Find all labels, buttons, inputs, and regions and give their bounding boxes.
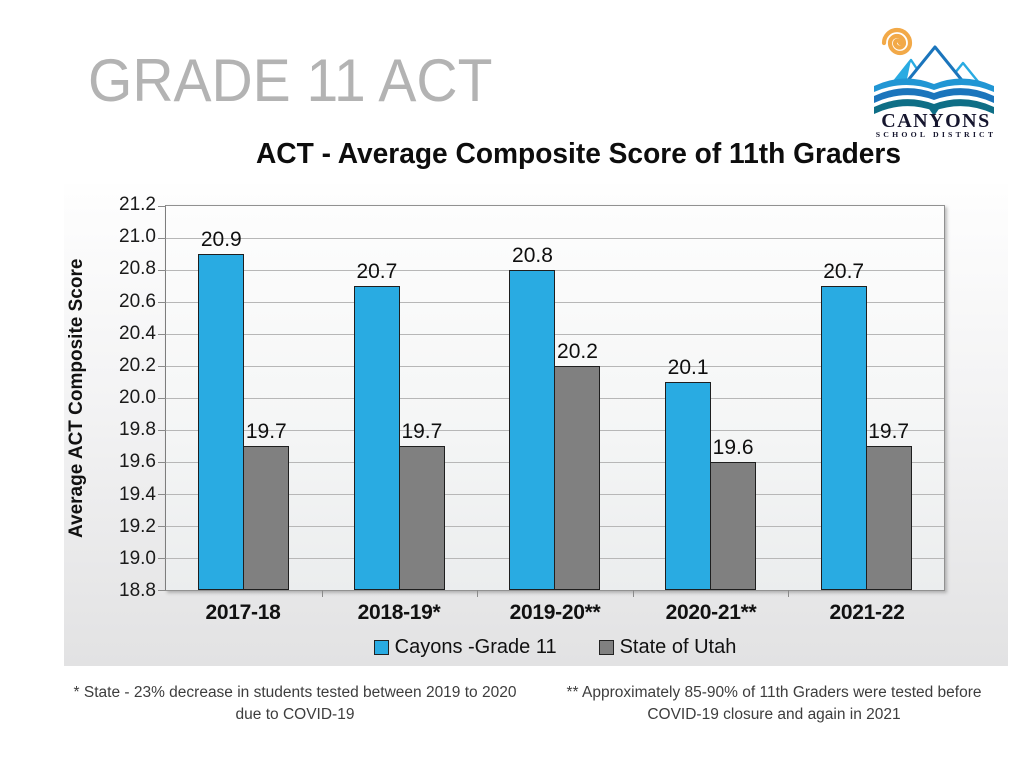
footnotes: * State - 23% decrease in students teste… xyxy=(60,682,1008,727)
chart-title: ACT - Average Composite Score of 11th Gr… xyxy=(255,138,902,170)
bar: 20.8 xyxy=(509,244,556,590)
y-tick-label: 19.2 xyxy=(119,515,156,537)
category-label: 2021-22 xyxy=(829,601,905,624)
bar: 19.7 xyxy=(243,420,290,590)
y-tick-mark xyxy=(158,334,166,335)
bar: 19.6 xyxy=(710,436,757,590)
y-tick-label: 18.8 xyxy=(119,580,156,601)
y-tick-label: 20.6 xyxy=(119,290,156,312)
bar: 19.7 xyxy=(865,420,912,590)
category-label: 2018-19* xyxy=(357,601,441,624)
y-tick-mark xyxy=(158,398,166,399)
bar: 20.2 xyxy=(554,340,601,590)
bar: 20.7 xyxy=(353,260,400,590)
bar-value-label: 20.9 xyxy=(200,228,242,251)
y-tick-mark xyxy=(158,494,166,495)
footnote-state: * State - 23% decrease in students teste… xyxy=(73,684,517,724)
logo-tagline: SCHOOL DISTRICT xyxy=(876,130,997,138)
spiral-sun-icon xyxy=(881,27,913,56)
y-tick-label: 20.8 xyxy=(119,258,156,280)
y-tick-mark xyxy=(158,558,166,559)
y-tick-mark xyxy=(158,366,166,367)
district-logo: CANYONS SCHOOL DISTRICT xyxy=(874,27,997,138)
y-tick-label: 21.0 xyxy=(119,226,156,248)
bar: 19.7 xyxy=(398,420,445,590)
y-tick-label: 19.0 xyxy=(119,547,156,569)
bar-value-label: 19.6 xyxy=(712,436,754,459)
bars-row: 20.9 19.7 20.7 19.7 20.8 20.2 20.1 19.6 20.7 19.7 xyxy=(166,206,944,590)
y-axis-title: Average ACT Composite Score xyxy=(66,258,87,538)
bar: 20.1 xyxy=(665,356,712,590)
chart-legend: Cayons -Grade 11 State of Utah xyxy=(165,636,945,659)
y-tick-mark xyxy=(158,206,166,207)
y-tick-label: 21.2 xyxy=(119,194,156,215)
legend-swatch xyxy=(598,640,614,655)
page-title: GRADE 11 ACT xyxy=(88,47,493,114)
bar-value-label: 20.1 xyxy=(667,356,709,379)
category-group: 20.8 20.2 xyxy=(477,206,633,590)
legend-label: Cayons -Grade 11 xyxy=(394,636,557,658)
category-group: 20.7 19.7 xyxy=(788,206,944,590)
bar: 20.7 xyxy=(820,260,867,590)
bar-value-label: 20.7 xyxy=(823,260,865,283)
x-tick-mark xyxy=(321,590,323,597)
legend-item: State of Utah xyxy=(598,636,737,659)
x-tick-mark xyxy=(632,590,634,597)
category-group: 20.7 19.7 xyxy=(322,206,478,590)
y-tick-label: 20.0 xyxy=(119,387,156,408)
category-label: 2019-20** xyxy=(509,601,601,624)
y-axis: 21.2 21.0 20.8 20.6 20.4 20.2 20.0 19.8 19.6 19.4… xyxy=(90,194,156,601)
x-tick-mark xyxy=(477,590,479,597)
y-tick-mark xyxy=(158,462,166,463)
logo-name: CANYONS xyxy=(881,110,990,132)
chart-area: Average ACT Composite Score 21.2 21.0 20.8… xyxy=(64,184,1008,666)
category-group: 20.1 19.6 xyxy=(633,206,789,590)
bar-value-label: 20.8 xyxy=(512,244,553,267)
bar-value-label: 19.7 xyxy=(868,420,910,443)
category-group: 20.9 19.7 xyxy=(166,206,322,590)
y-tick-mark xyxy=(158,526,166,527)
bar-value-label: 20.7 xyxy=(356,260,398,283)
gridline xyxy=(166,238,944,239)
bar-value-label: 19.7 xyxy=(401,420,443,443)
y-tick-label: 20.2 xyxy=(119,354,156,376)
x-tick-mark xyxy=(788,590,790,597)
bar: 20.9 xyxy=(198,228,245,590)
legend-label: State of Utah xyxy=(619,636,737,658)
y-tick-mark xyxy=(158,302,166,303)
category-label: 2017-18 xyxy=(205,601,281,624)
legend-item: Cayons -Grade 11 xyxy=(373,636,557,659)
y-tick-label: 20.4 xyxy=(119,322,156,344)
category-label: 2020-21** xyxy=(665,601,757,624)
y-tick-mark xyxy=(158,430,166,431)
y-tick-label: 19.6 xyxy=(119,451,156,473)
y-tick-mark xyxy=(158,238,166,239)
y-tick-mark xyxy=(158,590,166,591)
x-axis: 2017-18 2018-19* 2019-20** 2020-21** 2021-22 xyxy=(165,601,945,625)
legend-swatch xyxy=(373,640,389,655)
y-tick-label: 19.4 xyxy=(119,483,156,505)
open-book-icon xyxy=(874,78,994,116)
bar-value-label: 20.2 xyxy=(557,340,598,363)
footnote-testing: ** Approximately 85-90% of 11th Graders … xyxy=(566,684,982,724)
y-tick-label: 19.8 xyxy=(119,419,156,441)
bar-value-label: 19.7 xyxy=(245,420,287,443)
plot-area: 20.9 19.7 20.7 19.7 20.8 20.2 20.1 19.6 20.7 19.7 xyxy=(158,205,945,597)
y-tick-mark xyxy=(158,270,166,271)
mountains-icon xyxy=(891,45,981,85)
